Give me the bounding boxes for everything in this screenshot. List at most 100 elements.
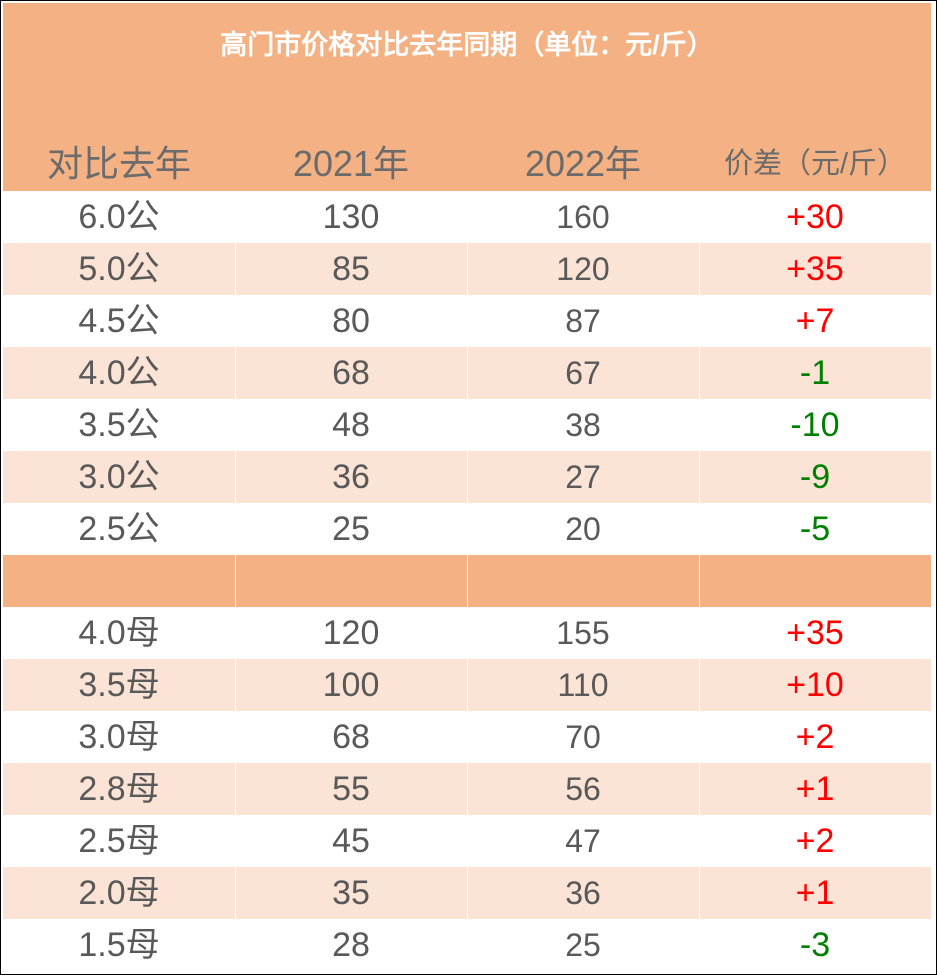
column-divider xyxy=(699,295,700,347)
column-divider xyxy=(467,555,468,607)
row-label: 1.5母 xyxy=(78,926,160,964)
column-divider xyxy=(235,763,236,815)
row-value-2022: 56 xyxy=(565,771,601,807)
table-header: 高门市价格对比去年同期（单位：元/斤） 对比去年 2021年 2022年 价差（… xyxy=(3,3,931,191)
row-price-diff: +7 xyxy=(795,302,835,340)
row-value-2022: 87 xyxy=(565,303,601,339)
table-body: 6.0公 130 160 +30 5.0公 85 120 +35 4.5公 80 87 +7 4.0公 6… xyxy=(3,191,931,971)
row-value-2022: 36 xyxy=(565,875,601,911)
row-value-2021: 68 xyxy=(332,718,370,756)
column-divider xyxy=(467,503,468,555)
row-value-2022: 70 xyxy=(565,719,601,755)
column-divider xyxy=(699,711,700,763)
column-divider xyxy=(235,191,236,243)
row-value-2021: 28 xyxy=(332,926,370,964)
table-row: 3.5公 48 38 -10 xyxy=(3,399,931,451)
column-header-diff: 价差（元/斤） xyxy=(723,148,907,180)
row-price-diff: +1 xyxy=(795,770,835,808)
row-value-2021: 68 xyxy=(332,354,370,392)
row-value-2021: 55 xyxy=(332,770,370,808)
column-header-2021: 2021年 xyxy=(292,143,410,184)
row-value-2022: 20 xyxy=(565,511,601,547)
column-divider xyxy=(699,399,700,451)
row-price-diff: +2 xyxy=(795,822,835,860)
row-price-diff: -10 xyxy=(790,406,840,444)
row-value-2021: 120 xyxy=(322,614,380,652)
row-label: 5.0公 xyxy=(78,250,160,288)
column-divider xyxy=(235,607,236,659)
column-divider xyxy=(235,295,236,347)
column-divider xyxy=(235,243,236,295)
column-divider xyxy=(467,919,468,971)
row-price-diff: +35 xyxy=(786,614,844,652)
column-divider xyxy=(235,555,236,607)
column-divider xyxy=(467,659,468,711)
column-divider xyxy=(235,815,236,867)
column-divider xyxy=(235,659,236,711)
column-divider xyxy=(699,919,700,971)
column-divider xyxy=(467,399,468,451)
column-divider xyxy=(467,867,468,919)
table-row: 2.0母 35 36 +1 xyxy=(3,867,931,919)
row-value-2022: 67 xyxy=(565,355,601,391)
row-value-2021: 45 xyxy=(332,822,370,860)
column-divider xyxy=(699,763,700,815)
column-divider xyxy=(467,191,468,243)
row-label: 6.0公 xyxy=(78,198,160,236)
column-divider xyxy=(699,815,700,867)
table-row: 4.5公 80 87 +7 xyxy=(3,295,931,347)
column-divider xyxy=(699,243,700,295)
row-price-diff: -1 xyxy=(799,354,831,392)
column-divider xyxy=(467,295,468,347)
table-row: 4.0母 120 155 +35 xyxy=(3,607,931,659)
row-value-2021: 100 xyxy=(322,666,380,704)
row-label: 3.0母 xyxy=(78,718,160,756)
row-value-2022: 155 xyxy=(556,615,610,651)
table-row: 2.8母 55 56 +1 xyxy=(3,763,931,815)
table-row: 3.5母 100 110 +10 xyxy=(3,659,931,711)
column-divider xyxy=(699,451,700,503)
column-divider xyxy=(699,191,700,243)
column-divider xyxy=(699,503,700,555)
column-divider xyxy=(235,451,236,503)
column-divider xyxy=(699,607,700,659)
row-value-2022: 160 xyxy=(556,199,610,235)
row-value-2021: 80 xyxy=(332,302,370,340)
row-label: 2.5母 xyxy=(78,822,160,860)
row-label: 3.0公 xyxy=(78,458,160,496)
row-value-2022: 25 xyxy=(565,927,601,963)
column-divider xyxy=(699,347,700,399)
column-header-label: 对比去年 xyxy=(46,143,191,184)
row-value-2022: 120 xyxy=(556,251,610,287)
column-divider xyxy=(235,399,236,451)
column-divider xyxy=(699,555,700,607)
row-value-2022: 110 xyxy=(557,667,609,703)
table-row: 2.5公 25 20 -5 xyxy=(3,503,931,555)
table-row: 2.5母 45 47 +2 xyxy=(3,815,931,867)
table-row: 1.5母 28 25 -3 xyxy=(3,919,931,971)
column-divider xyxy=(235,503,236,555)
column-divider xyxy=(235,711,236,763)
row-label: 2.8母 xyxy=(78,770,160,808)
column-divider xyxy=(467,815,468,867)
column-divider xyxy=(699,659,700,711)
row-value-2022: 38 xyxy=(565,407,601,443)
row-price-diff: +35 xyxy=(786,250,844,288)
row-label: 4.0公 xyxy=(78,354,160,392)
column-divider xyxy=(467,607,468,659)
table-title: 高门市价格对比去年同期（单位：元/斤） xyxy=(220,30,714,60)
row-price-diff: +30 xyxy=(786,198,844,236)
row-price-diff: -9 xyxy=(799,458,831,496)
column-divider xyxy=(467,763,468,815)
row-label: 3.5母 xyxy=(78,666,160,704)
row-value-2021: 36 xyxy=(332,458,370,496)
table-row: 5.0公 85 120 +35 xyxy=(3,243,931,295)
column-header-2022: 2022年 xyxy=(524,143,642,184)
table-row: 6.0公 130 160 +30 xyxy=(3,191,931,243)
row-value-2021: 48 xyxy=(332,406,370,444)
row-value-2021: 25 xyxy=(332,510,370,548)
column-divider xyxy=(235,867,236,919)
section-separator-row xyxy=(3,555,931,607)
row-price-diff: +2 xyxy=(795,718,835,756)
